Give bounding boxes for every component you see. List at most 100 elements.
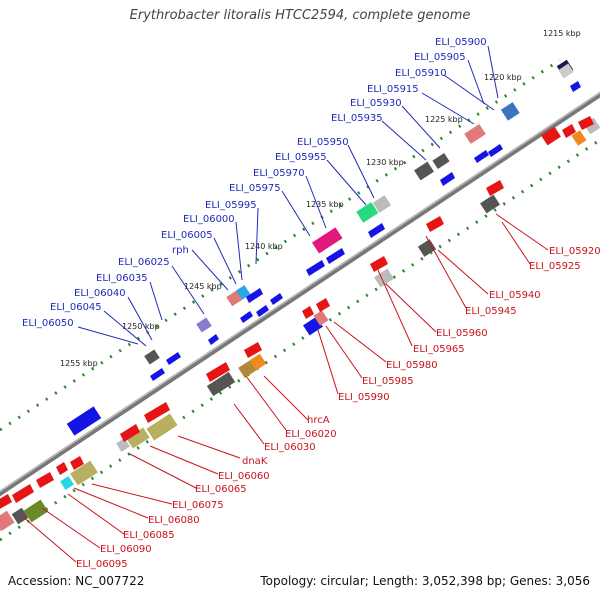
- gene-feature[interactable]: [144, 349, 160, 365]
- gene-label[interactable]: ELI_05915: [367, 84, 419, 95]
- gene-label[interactable]: ELI_06080: [148, 515, 200, 526]
- gene-label[interactable]: ELI_06075: [172, 500, 224, 511]
- gene-feature[interactable]: [70, 460, 98, 486]
- gene-feature[interactable]: [270, 293, 283, 305]
- gene-label[interactable]: ELI_06050: [22, 318, 74, 329]
- gene-feature[interactable]: [146, 413, 178, 441]
- gene-label[interactable]: ELI_05900: [435, 37, 487, 48]
- gene-feature[interactable]: [372, 195, 392, 213]
- gene-feature[interactable]: [208, 334, 219, 345]
- gene-label[interactable]: ELI_05995: [205, 200, 257, 211]
- gene-feature[interactable]: [11, 507, 29, 525]
- gene-feature[interactable]: [302, 306, 314, 319]
- gene-feature[interactable]: [23, 499, 49, 523]
- gene-feature[interactable]: [474, 150, 489, 163]
- gene-label[interactable]: ELI_05950: [297, 137, 349, 148]
- gene-feature[interactable]: [206, 371, 236, 397]
- gene-feature[interactable]: [326, 248, 345, 264]
- gene-feature[interactable]: [426, 216, 444, 232]
- gene-feature[interactable]: [370, 256, 388, 272]
- gene-label[interactable]: dnaK: [242, 456, 268, 467]
- gene-feature[interactable]: [417, 239, 437, 257]
- gene-feature[interactable]: [356, 202, 379, 223]
- gene-label[interactable]: ELI_05930: [350, 98, 402, 109]
- gene-label[interactable]: ELI_05940: [489, 290, 541, 301]
- gene-feature[interactable]: [0, 494, 12, 510]
- gene-feature[interactable]: [578, 116, 594, 130]
- gene-feature[interactable]: [316, 298, 330, 312]
- label-leader: [149, 445, 219, 475]
- gene-label[interactable]: ELI_06030: [264, 442, 316, 453]
- gene-feature[interactable]: [0, 510, 15, 532]
- gene-feature[interactable]: [66, 406, 102, 436]
- gene-feature[interactable]: [541, 126, 561, 146]
- gene-label[interactable]: ELI_05935: [331, 113, 383, 124]
- gene-feature[interactable]: [464, 124, 486, 144]
- gene-feature[interactable]: [374, 268, 394, 288]
- gene-label[interactable]: ELI_05975: [229, 183, 281, 194]
- gene-feature[interactable]: [56, 462, 68, 475]
- gene-feature[interactable]: [166, 352, 181, 365]
- gene-feature[interactable]: [206, 362, 230, 382]
- gene-feature[interactable]: [440, 172, 455, 186]
- gene-label[interactable]: rph: [172, 245, 189, 256]
- gene-label[interactable]: ELI_05910: [395, 68, 447, 79]
- gene-feature[interactable]: [368, 223, 385, 238]
- gene-label[interactable]: ELI_05955: [275, 152, 327, 163]
- gene-feature[interactable]: [414, 161, 434, 181]
- gene-feature[interactable]: [240, 311, 253, 323]
- gene-feature[interactable]: [249, 353, 267, 371]
- gene-feature[interactable]: [244, 342, 262, 358]
- gene-label[interactable]: ELI_06005: [161, 230, 213, 241]
- gene-label[interactable]: hrcA: [307, 415, 330, 426]
- gene-label[interactable]: ELI_06060: [218, 471, 270, 482]
- gene-label[interactable]: ELI_05920: [549, 246, 600, 257]
- gene-label[interactable]: ELI_06040: [74, 288, 126, 299]
- gene-feature[interactable]: [500, 102, 520, 121]
- gene-feature[interactable]: [144, 402, 170, 423]
- gene-label[interactable]: ELI_05980: [386, 360, 438, 371]
- gene-feature[interactable]: [488, 144, 503, 157]
- gene-feature[interactable]: [36, 472, 54, 488]
- gene-feature[interactable]: [313, 310, 329, 326]
- gene-feature[interactable]: [570, 81, 581, 92]
- gene-label[interactable]: ELI_06090: [100, 544, 152, 555]
- gene-feature[interactable]: [196, 317, 212, 333]
- gene-feature[interactable]: [70, 456, 84, 470]
- gene-label[interactable]: ELI_06095: [76, 559, 128, 570]
- gene-feature[interactable]: [226, 290, 243, 307]
- gene-feature[interactable]: [150, 368, 165, 381]
- gene-label[interactable]: ELI_06065: [195, 484, 247, 495]
- gene-label[interactable]: ELI_05960: [436, 328, 488, 339]
- gene-label[interactable]: ELI_05985: [362, 376, 414, 387]
- gene-label[interactable]: ELI_06025: [118, 257, 170, 268]
- gene-label[interactable]: ELI_05990: [338, 392, 390, 403]
- gene-label[interactable]: ELI_05945: [465, 306, 517, 317]
- gene-label[interactable]: ELI_05965: [413, 344, 465, 355]
- gene-feature[interactable]: [486, 180, 504, 196]
- gene-label[interactable]: ELI_05925: [529, 261, 581, 272]
- gene-feature[interactable]: [571, 130, 587, 146]
- gene-label[interactable]: ELI_06020: [285, 429, 337, 440]
- label-leader: [73, 487, 149, 519]
- gene-feature[interactable]: [60, 476, 74, 490]
- gene-feature[interactable]: [480, 194, 500, 214]
- gene-feature[interactable]: [12, 484, 34, 503]
- gene-feature[interactable]: [311, 227, 343, 254]
- gene-feature[interactable]: [126, 427, 150, 449]
- gene-label[interactable]: ELI_06085: [123, 530, 175, 541]
- gene-feature[interactable]: [120, 424, 140, 442]
- gene-feature[interactable]: [562, 124, 576, 138]
- gene-feature[interactable]: [116, 438, 130, 452]
- gene-label[interactable]: ELI_06035: [96, 273, 148, 284]
- gene-feature[interactable]: [246, 288, 263, 303]
- gene-label[interactable]: ELI_05970: [253, 168, 305, 179]
- gene-feature[interactable]: [256, 305, 269, 317]
- gene-feature[interactable]: [558, 63, 574, 79]
- gene-label[interactable]: ELI_05905: [414, 52, 466, 63]
- gene-label[interactable]: ELI_06000: [183, 214, 235, 225]
- gene-feature[interactable]: [306, 260, 325, 276]
- gene-feature[interactable]: [432, 152, 450, 170]
- gene-feature[interactable]: [236, 285, 251, 300]
- gene-label[interactable]: ELI_06045: [50, 302, 102, 313]
